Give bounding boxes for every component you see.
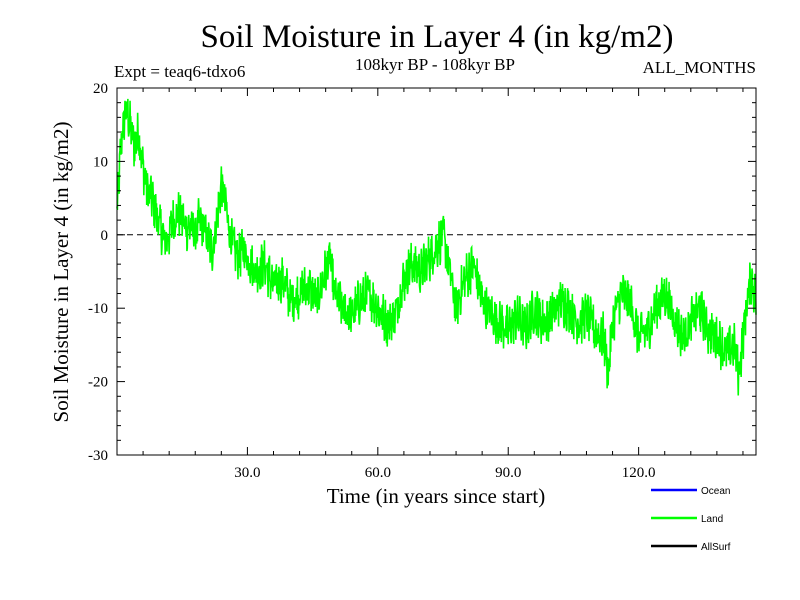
chart-title: Soil Moisture in Layer 4 (in kg/m2): [201, 19, 674, 55]
y-tick-label: 0: [101, 228, 109, 244]
y-tick-label: -10: [88, 301, 108, 317]
plot-area: [116, 98, 757, 396]
legend-label-land: Land: [701, 514, 723, 525]
months-label: ALL_MONTHS: [643, 58, 756, 77]
y-tick-label: -30: [88, 448, 108, 464]
x-tick-label: 60.0: [365, 465, 391, 481]
legend: Ocean Land AllSurf: [651, 486, 731, 553]
y-tick-label: 10: [93, 154, 108, 170]
y-tick-label: 20: [93, 81, 108, 97]
x-axis-label: Time (in years since start): [327, 484, 546, 508]
y-tick-label: -20: [88, 375, 108, 391]
legend-label-allsurf: AllSurf: [701, 542, 731, 553]
x-tick-label: 120.0: [622, 465, 656, 481]
experiment-label: Expt = teaq6-tdxo6: [114, 62, 245, 81]
series-line-land: [116, 98, 757, 396]
period-label: 108kyr BP - 108kyr BP: [355, 55, 515, 74]
x-tick-label: 30.0: [234, 465, 260, 481]
y-axis-label: Soil Moisture in Layer 4 (in kg/m2): [49, 122, 73, 423]
legend-label-ocean: Ocean: [701, 486, 730, 497]
plot-frame: [116, 87, 757, 456]
x-tick-label: 90.0: [495, 465, 521, 481]
axes: 20 10 0 -10 -20 -30 30.0 60.0 90.0 120.0: [88, 81, 757, 481]
